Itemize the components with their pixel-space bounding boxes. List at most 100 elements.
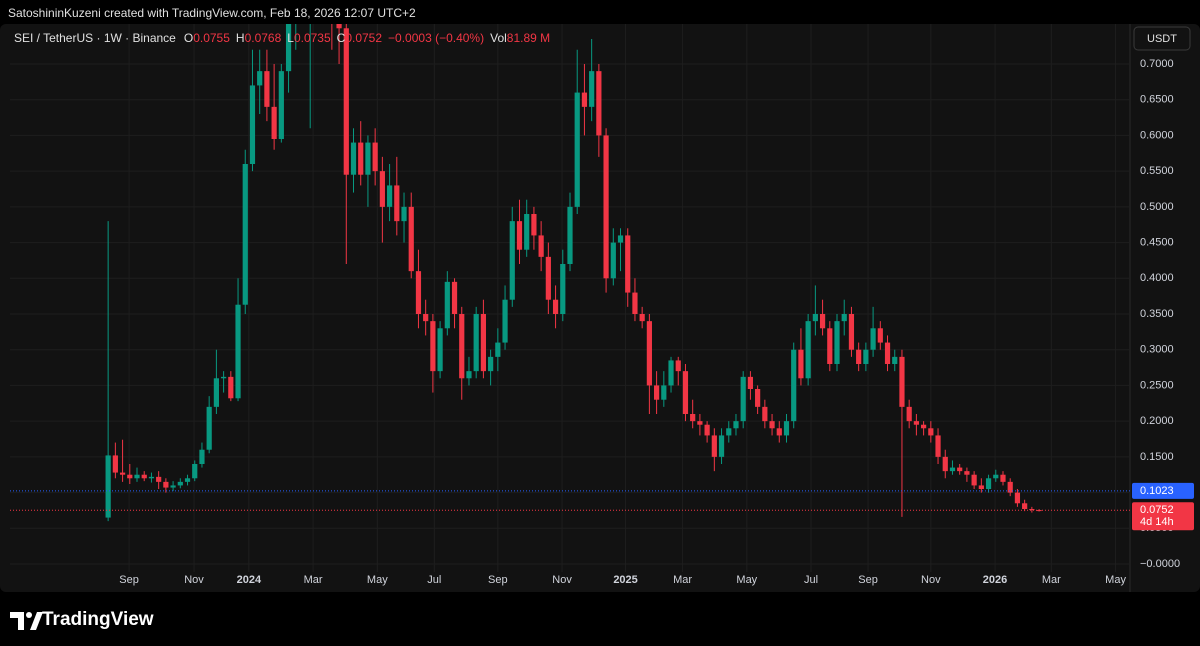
candle-body <box>495 342 501 357</box>
candle-body <box>372 142 378 172</box>
candle-body <box>892 356 898 364</box>
legend-item: O <box>184 31 193 45</box>
y-tick-label: 0.4000 <box>1140 272 1174 284</box>
candle-body <box>350 142 357 175</box>
candle-body <box>336 24 342 29</box>
x-tick-label: Sep <box>858 574 878 586</box>
candle-body <box>163 481 169 488</box>
candle-body <box>1000 474 1006 482</box>
candle-body <box>199 449 205 464</box>
legend-item: L <box>287 31 294 45</box>
candle-body <box>877 328 883 343</box>
legend-item: 0.0768 <box>245 31 282 45</box>
y-tick-label: 0.5500 <box>1140 165 1174 177</box>
candle-body <box>913 421 919 425</box>
candle-body <box>675 360 681 372</box>
y-tick-label: 0.2000 <box>1140 415 1174 427</box>
candle-body <box>444 281 450 329</box>
candle-body <box>921 424 927 429</box>
candle-body <box>603 135 609 279</box>
x-tick-label: Mar <box>304 574 323 586</box>
legend-item: 0.0755 <box>193 31 230 45</box>
candle-body <box>848 314 855 350</box>
attribution: SatoshininKuzeni created with TradingVie… <box>8 6 416 20</box>
candle-body <box>668 360 674 386</box>
candle-body <box>184 478 191 482</box>
y-tick-label: 0.3500 <box>1140 308 1174 320</box>
candle-body <box>935 435 941 457</box>
candle-body <box>206 406 212 450</box>
y-tick-label: 0.1500 <box>1140 451 1174 463</box>
legend-item: 0.0752 <box>345 31 382 45</box>
legend-item: H <box>236 31 245 45</box>
candle-body <box>459 314 465 379</box>
candle-body <box>617 235 624 243</box>
legend: SEI / TetherUS · 1W · Binance O0.0755 H0.0… <box>14 31 550 45</box>
y-tick-label: 0.4500 <box>1140 236 1174 248</box>
candle-body <box>278 71 284 139</box>
candle-body <box>805 321 811 379</box>
overlay: 0.7000 0.6500 0.6000 0.5500 0.5000 0.4500 0.40… <box>10 58 1194 586</box>
candle-body <box>228 376 234 399</box>
last-price-box <box>1132 502 1194 531</box>
candle-body <box>1029 509 1035 511</box>
x-tick-label: Jul <box>427 574 441 586</box>
candle-body <box>423 314 429 322</box>
candle-body <box>776 428 782 436</box>
legend-item: 0.0735 <box>294 31 331 45</box>
candle-body <box>841 314 847 322</box>
candle-body <box>971 474 977 486</box>
candle-body <box>177 481 183 486</box>
candle-body <box>502 299 508 343</box>
candle-body <box>899 356 905 407</box>
x-tick-label: 2024 <box>237 574 262 586</box>
currency-button[interactable] <box>1133 26 1191 51</box>
candle-body <box>560 264 566 314</box>
candle-body <box>762 406 768 422</box>
candle-body <box>942 456 948 472</box>
candle-body <box>386 185 393 207</box>
candle-body <box>856 349 862 364</box>
candles <box>105 24 1042 522</box>
candle-body <box>834 321 840 364</box>
x-tick-label: May <box>736 574 757 586</box>
brand-name: TradingView <box>42 609 154 630</box>
x-tick-label: 2026 <box>983 574 1007 586</box>
candle-body <box>271 106 277 139</box>
candle-body <box>755 389 761 407</box>
y-tick-label: 0.6000 <box>1140 129 1174 141</box>
x-tick-label: Jul <box>804 574 818 586</box>
x-tick-label: Nov <box>184 574 204 586</box>
candle-body <box>213 378 219 407</box>
chart-panel <box>0 24 1200 592</box>
candle-body <box>589 71 595 107</box>
candle-body <box>141 474 147 479</box>
candle-body <box>639 314 645 322</box>
candle-body <box>401 206 407 222</box>
candle-body <box>928 428 934 436</box>
brand-logo <box>10 612 43 630</box>
x-tick-label: May <box>367 574 388 586</box>
y-tick-label: 0.7000 <box>1140 58 1174 70</box>
candle-body <box>985 478 992 489</box>
countdown-label: 4d 14h <box>1140 516 1174 528</box>
candle-body <box>156 476 162 482</box>
candle-body <box>242 164 248 305</box>
y-tick-label: 0.3000 <box>1140 344 1174 356</box>
legend-item: C <box>337 31 346 45</box>
candle-body <box>653 385 660 400</box>
candle-body <box>509 221 515 300</box>
candle-body <box>740 376 746 422</box>
candle-body <box>646 321 652 386</box>
x-tick-label: Nov <box>921 574 941 586</box>
x-tick-label: Sep <box>119 574 139 586</box>
candle-body <box>957 467 963 472</box>
candle-body <box>690 414 696 422</box>
candle-body <box>574 92 580 207</box>
candle-body <box>365 142 371 175</box>
candle-body <box>192 464 198 479</box>
candle-body <box>783 421 790 436</box>
candle-body <box>358 142 364 175</box>
x-tick-label: Mar <box>1042 574 1061 586</box>
